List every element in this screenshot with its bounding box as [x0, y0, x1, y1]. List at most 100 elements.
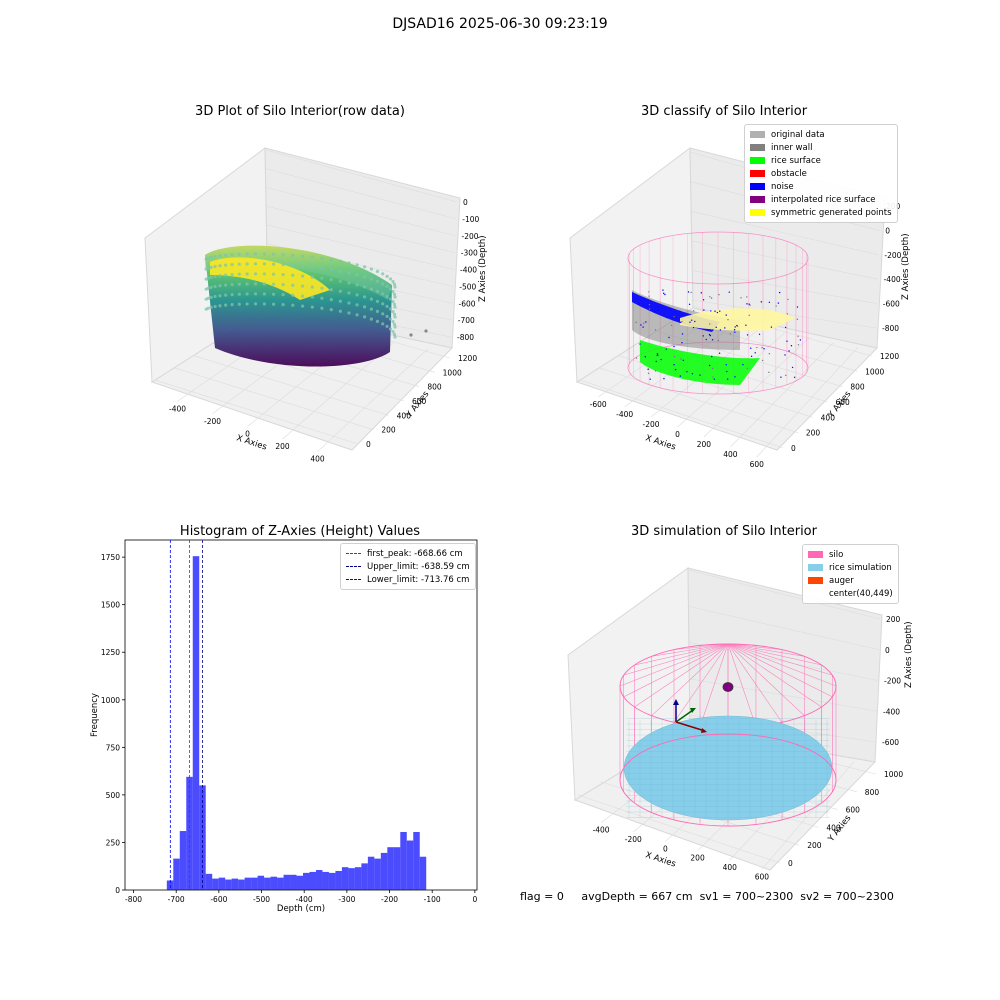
- wall-point: [253, 252, 258, 256]
- z-tick-label: -300: [461, 249, 478, 258]
- wall-point: [300, 294, 305, 298]
- wall-point: [310, 285, 314, 289]
- wall-point: [218, 284, 222, 288]
- wall-point: [393, 335, 397, 339]
- wall-point: [362, 315, 367, 319]
- wall-point: [375, 289, 380, 294]
- wall-point: [362, 275, 367, 279]
- noise-point: [635, 357, 638, 359]
- x-tick-label: 0: [245, 430, 250, 439]
- histogram-axes-frame: [124, 539, 478, 891]
- legend-swatch: [808, 551, 823, 558]
- wall-point: [300, 304, 305, 308]
- wall-point: [300, 284, 305, 288]
- noise-point: [691, 319, 693, 321]
- noise-point: [746, 334, 749, 336]
- legend-label: obstacle: [771, 168, 807, 179]
- x-tick-label: 200: [275, 442, 290, 451]
- z-tick-label: -200: [462, 232, 479, 241]
- noise-point: [715, 326, 717, 329]
- wall-point: [230, 252, 234, 257]
- noise-point: [748, 314, 750, 316]
- x-tick-label: 600: [750, 460, 765, 469]
- y-tick-label: 200: [381, 426, 396, 435]
- panel2-title: 3D classify of Silo Interior: [640, 104, 808, 119]
- wall-point: [388, 277, 393, 281]
- y-tick-label: 400: [397, 411, 412, 420]
- wall-point: [338, 269, 342, 273]
- noise-point: [643, 322, 645, 324]
- x-tick-label: -600: [590, 400, 607, 409]
- legend-entry: interpolated rice surface: [750, 193, 892, 206]
- z-tick-label: 200: [886, 615, 901, 624]
- panel1-xlabel: X Axies: [235, 433, 268, 452]
- wall-point: [375, 319, 380, 324]
- y-tick-label: 800: [427, 383, 442, 392]
- legend-label: inner wall: [771, 142, 813, 153]
- noise-point: [714, 310, 716, 312]
- legend-label: Upper_limit: -638.59 cm: [367, 561, 470, 572]
- legend-label: first_peak: -668.66 cm: [367, 548, 463, 559]
- noise-point: [692, 310, 695, 312]
- legend-label: rice surface: [771, 155, 821, 166]
- wall-point: [310, 275, 314, 279]
- noise-point: [668, 336, 670, 339]
- noise-point: [786, 340, 788, 342]
- wall-point: [338, 309, 342, 313]
- noise-point: [777, 302, 780, 304]
- wall-point: [391, 299, 395, 304]
- wall-point: [281, 303, 285, 307]
- x-tick-label: -300: [338, 895, 355, 904]
- histogram-bar: [186, 776, 193, 890]
- noise-point: [656, 353, 659, 355]
- noise-point: [710, 297, 713, 299]
- wall-point: [213, 254, 217, 259]
- wall-point: [347, 301, 351, 305]
- noise-point: [647, 372, 650, 375]
- legend-swatch: [808, 577, 823, 584]
- wall-point: [237, 282, 241, 286]
- sv1-text: sv1 = 700~2300: [699, 890, 794, 903]
- legend-swatch: [750, 144, 765, 151]
- legend-label: original data: [771, 129, 825, 140]
- wall-point: [218, 254, 222, 258]
- z-tick-label: -200: [884, 677, 901, 686]
- wall-point: [369, 277, 373, 281]
- wall-point: [291, 263, 295, 267]
- noise-point: [654, 370, 657, 372]
- noise-point: [655, 360, 657, 363]
- noise-point: [711, 339, 714, 341]
- noise-point: [660, 358, 662, 361]
- histogram-bar: [257, 875, 265, 890]
- y-tick-label: 750: [106, 743, 121, 752]
- histogram-bar: [179, 831, 187, 890]
- wall-point: [385, 314, 389, 318]
- legend-swatch: [808, 564, 823, 571]
- wall-point: [393, 305, 397, 309]
- wall-point: [224, 293, 228, 297]
- legend-entry: first_peak: -668.66 cm: [346, 547, 470, 560]
- wall-point: [369, 267, 373, 271]
- wall-point: [329, 278, 333, 282]
- x-tick-label: -800: [125, 895, 142, 904]
- legend-label: interpolated rice surface: [771, 194, 876, 205]
- panel4-xlabel: X Axies: [644, 850, 677, 869]
- x-tick-label: 400: [723, 450, 738, 459]
- noise-point: [718, 293, 720, 296]
- silo-bottom-ring: [619, 733, 837, 827]
- wall-point: [245, 292, 249, 296]
- histogram-bar: [205, 873, 213, 890]
- wall-point: [381, 322, 385, 326]
- legend-entry: auger: [808, 574, 893, 587]
- histogram-bar: [309, 871, 316, 890]
- wall-point: [381, 292, 385, 296]
- histogram-bar: [290, 874, 297, 890]
- y-tick-label: 1750: [101, 553, 120, 562]
- noise-point: [710, 328, 713, 331]
- wall-point: [338, 279, 342, 283]
- z-tick-label: -600: [459, 299, 476, 308]
- noise-point: [647, 368, 649, 370]
- noise-point: [797, 335, 799, 337]
- y-tick-label: 800: [850, 383, 865, 392]
